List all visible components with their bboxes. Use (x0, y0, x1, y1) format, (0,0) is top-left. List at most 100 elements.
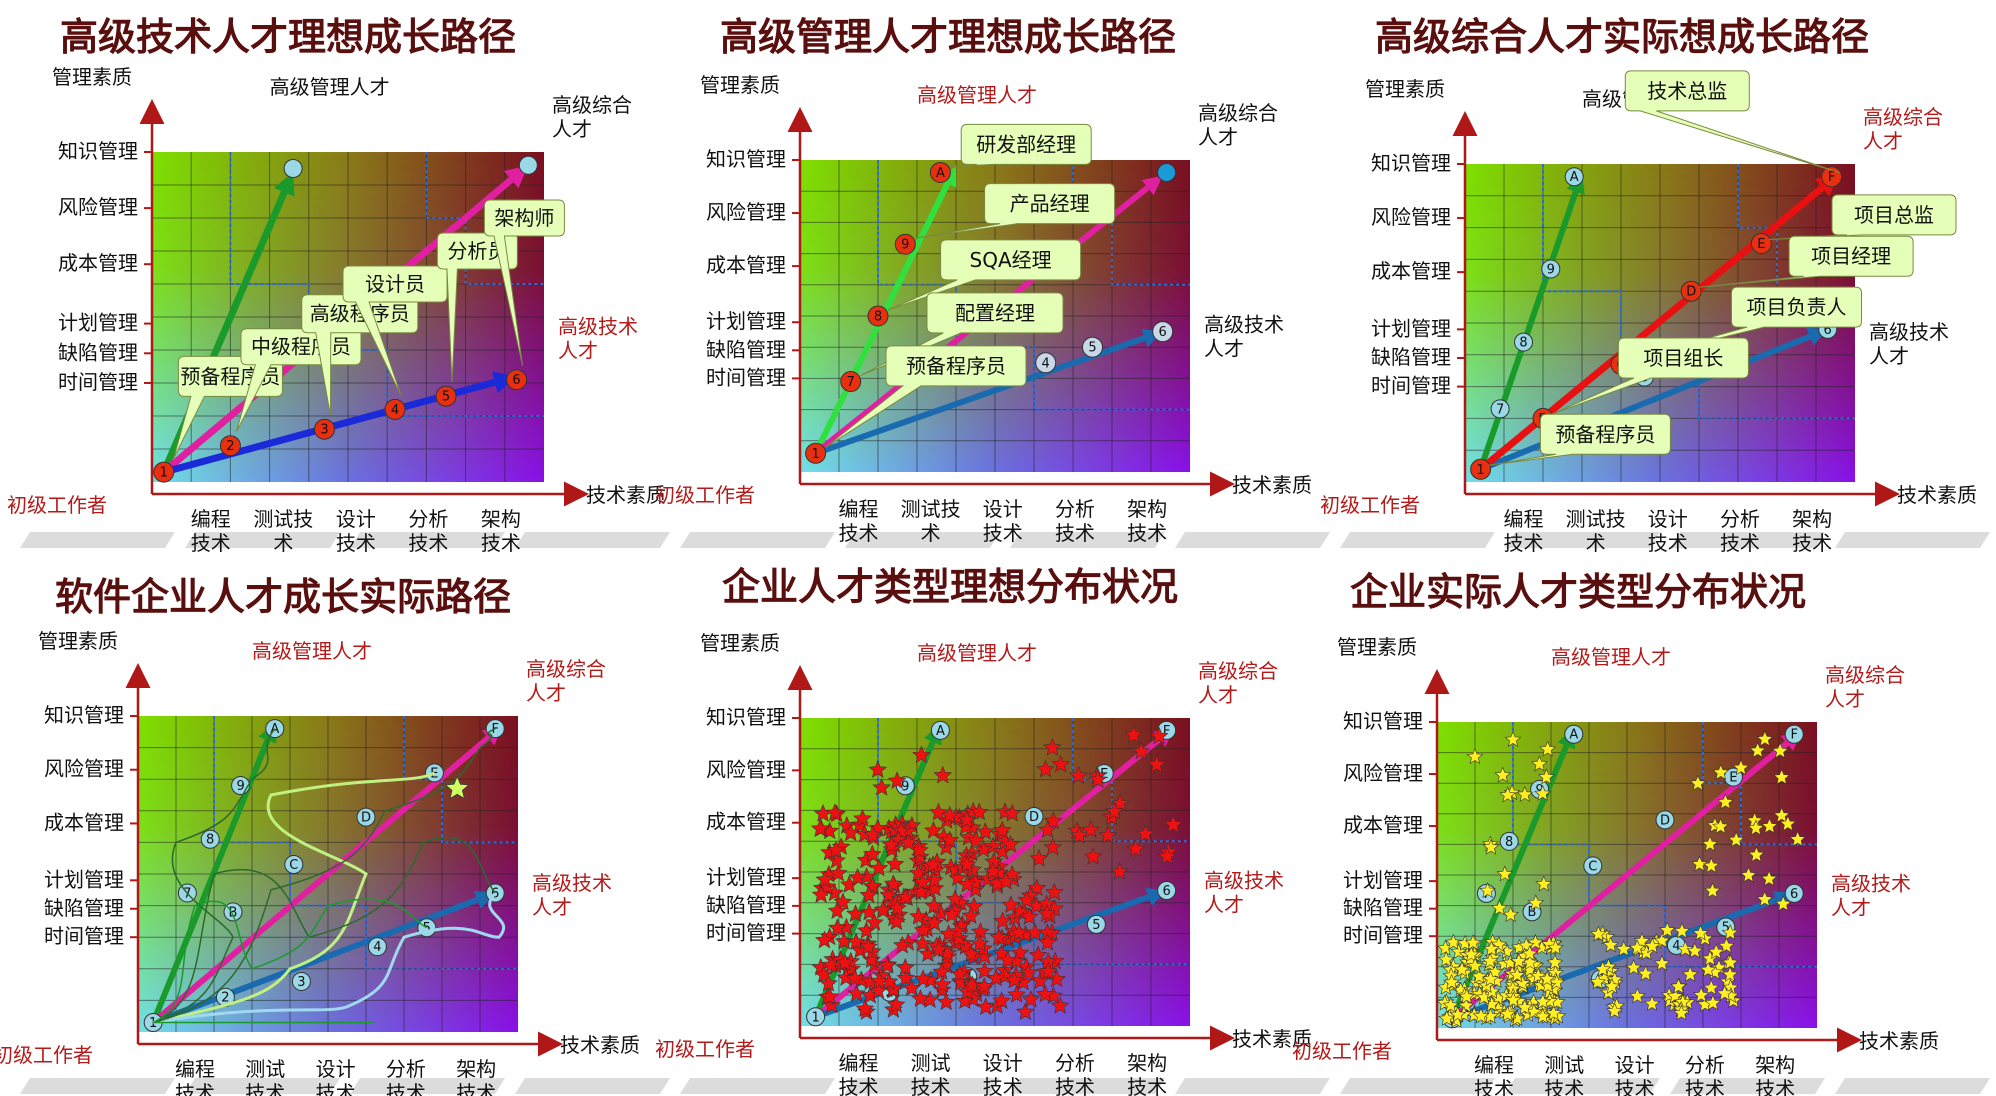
y-level-label: 时间管理 (706, 365, 786, 389)
x-level-label: 架构 (1755, 1053, 1795, 1077)
talent-star (1045, 882, 1064, 901)
actual-path-curve (153, 727, 496, 1024)
manager-node (930, 720, 950, 740)
y-level-label: 缺陷管理 (44, 896, 124, 920)
callout: 配置经理 (860, 292, 1064, 376)
talent-star (1445, 933, 1462, 950)
callout-label: 项目经理 (1811, 244, 1891, 268)
corner-full-label: 高级综合 (526, 657, 606, 681)
talent-star (865, 912, 884, 931)
x-level-label: 测试技 (1566, 507, 1626, 531)
talent-star (1761, 817, 1778, 834)
y-level-label: 风险管理 (1343, 761, 1423, 785)
talent-star (1443, 973, 1460, 990)
panel-separator (20, 532, 1990, 548)
x-level-label: 技术 (1544, 1077, 1584, 1096)
corner-start-label: 初级工作者 (1292, 1039, 1392, 1063)
talent-star (868, 760, 888, 778)
talent-star (961, 944, 981, 963)
x-level-label: 技术 (1504, 531, 1544, 555)
talent-star (924, 913, 944, 932)
callout-label: 技术总监 (1647, 79, 1727, 103)
talent-star (1009, 923, 1029, 941)
corner-start-label: 初级工作者 (655, 1037, 755, 1061)
callout-label: 架构师 (494, 206, 554, 230)
talent-star (1499, 1005, 1516, 1022)
path-node-label: E (1729, 771, 1737, 786)
talent-star (1482, 970, 1499, 987)
talent-star (1712, 817, 1729, 834)
talent-star (1043, 737, 1062, 756)
talent-star (992, 820, 1012, 839)
x-level-label: 设计 (983, 1051, 1023, 1075)
talent-star (1691, 855, 1708, 872)
corner-manager-label: 高级管理人才 (270, 75, 390, 99)
x-level-label: 技术 (316, 1081, 356, 1096)
talent-star (810, 819, 830, 837)
callout: 架构师 (483, 199, 565, 366)
y-level-label: 成本管理 (58, 251, 138, 275)
talent-star (885, 854, 905, 873)
talent-star (1020, 907, 1039, 925)
corner-full-label: 人才 (1863, 129, 1903, 153)
path-node-label: A (1569, 728, 1578, 743)
talent-star (883, 874, 903, 893)
path-node-label: 6 (512, 373, 520, 388)
corner-manager-label: 高级管理人才 (917, 83, 1037, 107)
callout-label: 研发部经理 (976, 132, 1076, 156)
talent-star (1069, 766, 1088, 784)
manager-node (1514, 332, 1533, 352)
x-level-label: 技术 (191, 531, 231, 555)
path-node-label: 3 (297, 975, 305, 990)
x-level-label: 编程 (839, 497, 879, 521)
talent-star (1149, 726, 1169, 745)
talent-star (863, 825, 882, 844)
talent-star (1131, 741, 1151, 760)
talent-star (853, 809, 872, 827)
y-level-label: 计划管理 (58, 311, 138, 335)
x-level-label: 架构 (1127, 1051, 1167, 1075)
tech-path-arrow (1479, 333, 1812, 473)
talent-star (1124, 725, 1143, 744)
x-level-label: 技术 (839, 1075, 879, 1096)
talent-star (1002, 803, 1022, 822)
x-level-label: 测试 (1544, 1053, 1584, 1077)
y-level-label: 时间管理 (44, 924, 124, 948)
talent-star (923, 855, 943, 873)
corner-tech-label: 高级技术 (1869, 320, 1949, 344)
y-level-label: 知识管理 (706, 705, 786, 729)
talent-star (1625, 959, 1642, 976)
talent-star (1083, 847, 1103, 865)
talent-star (1494, 766, 1512, 783)
x-axis-title: 技术素质 (586, 483, 666, 507)
corner-full-label: 高级综合 (1863, 105, 1943, 129)
path-node (435, 385, 457, 407)
y-axis-title: 管理素质 (1365, 77, 1445, 101)
path-node-label: C (1588, 859, 1597, 874)
y-level-label: 计划管理 (706, 865, 786, 889)
talent-star (1676, 940, 1694, 957)
path-node-label: 5 (1092, 918, 1100, 933)
x-level-label: 分析 (1055, 497, 1095, 521)
x-level-label: 编程 (191, 507, 231, 531)
talent-star (848, 867, 867, 886)
x-level-label: 技术 (456, 1081, 496, 1096)
talent-star (1043, 837, 1063, 856)
full-node (1583, 856, 1603, 876)
talent-star (1773, 806, 1791, 823)
talent-star (1516, 785, 1534, 802)
path-node-label: 8 (1505, 835, 1513, 850)
y-level-label: 成本管理 (44, 810, 124, 834)
talent-star (913, 969, 933, 988)
y-level-label: 缺陷管理 (58, 340, 138, 364)
path-node (840, 371, 862, 393)
y-level-label: 计划管理 (1371, 316, 1451, 340)
corner-full-label: 人才 (526, 681, 566, 705)
y-level-label: 缺陷管理 (706, 337, 786, 361)
talent-star (929, 940, 948, 958)
talent-star (1039, 961, 1058, 980)
talent-star (1038, 932, 1057, 951)
talent-star (1504, 991, 1522, 1008)
talent-star (1479, 882, 1496, 899)
